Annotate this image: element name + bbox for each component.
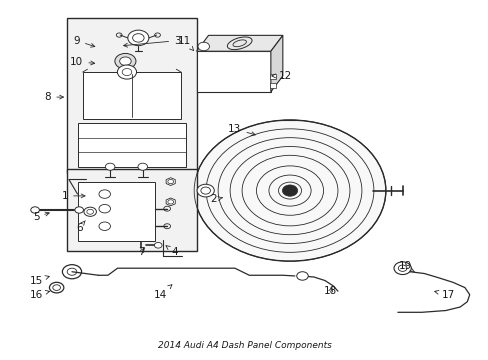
Polygon shape [196,35,282,51]
Circle shape [197,184,214,197]
Circle shape [393,262,410,275]
Bar [78,183,155,241]
Circle shape [99,222,110,230]
Circle shape [99,204,110,213]
Circle shape [117,65,136,79]
Circle shape [138,163,147,170]
Text: 2: 2 [210,194,222,204]
Circle shape [49,282,64,293]
Text: 5: 5 [33,212,49,222]
Text: 16: 16 [29,290,49,300]
Text: 19: 19 [398,261,414,272]
Circle shape [127,30,148,46]
Bar [67,170,196,251]
Circle shape [115,53,136,69]
Text: 7: 7 [138,247,144,257]
Circle shape [120,57,131,66]
Polygon shape [270,35,282,92]
Circle shape [62,265,81,279]
Bar [269,83,275,88]
Text: 4: 4 [165,246,178,257]
Circle shape [296,272,307,280]
Bar [269,74,275,80]
Text: 13: 13 [228,124,255,136]
Text: 6: 6 [76,221,85,233]
Text: 15: 15 [29,275,49,285]
Bar [78,123,186,167]
Circle shape [105,163,115,170]
Bar [196,51,270,92]
Text: 10: 10 [70,57,95,67]
Text: 8: 8 [44,92,63,102]
Text: 1: 1 [61,191,85,201]
Text: 17: 17 [434,290,454,300]
Circle shape [31,207,40,213]
Text: 12: 12 [271,71,291,81]
Text: 14: 14 [154,285,172,300]
Text: 18: 18 [324,286,337,296]
Circle shape [99,190,110,198]
Text: 2014 Audi A4 Dash Panel Components: 2014 Audi A4 Dash Panel Components [157,341,331,350]
Text: 11: 11 [178,36,193,51]
Circle shape [282,185,297,196]
Text: 9: 9 [73,36,95,47]
Circle shape [154,242,162,248]
Circle shape [194,120,385,261]
Circle shape [75,207,83,213]
Circle shape [198,42,209,51]
Circle shape [84,207,96,216]
Bar [82,72,181,118]
Bar [67,18,196,173]
Text: 3: 3 [123,36,181,47]
